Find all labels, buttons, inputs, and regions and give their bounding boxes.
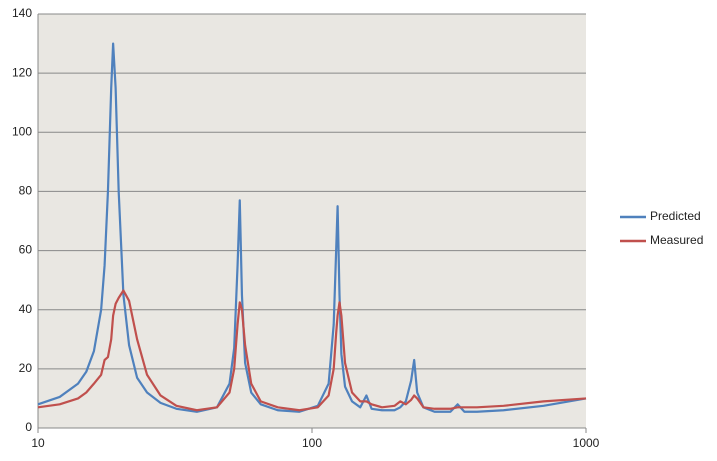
y-tick-label: 60 [19, 243, 33, 257]
y-tick-label: 120 [12, 65, 32, 79]
x-tick-label: 1000 [573, 436, 600, 450]
legend-label: Measured [650, 233, 703, 247]
x-tick-label: 10 [31, 436, 45, 450]
x-tick-label: 100 [302, 436, 322, 450]
plot-area [38, 14, 586, 428]
y-tick-label: 20 [19, 361, 33, 375]
y-tick-label: 100 [12, 124, 32, 138]
y-tick-label: 0 [25, 420, 32, 434]
legend-label: Predicted [650, 209, 701, 223]
y-tick-label: 140 [12, 6, 32, 20]
y-tick-label: 40 [19, 302, 33, 316]
y-tick-label: 80 [19, 184, 33, 198]
series-line [37, 42, 587, 413]
series-line [37, 289, 587, 412]
